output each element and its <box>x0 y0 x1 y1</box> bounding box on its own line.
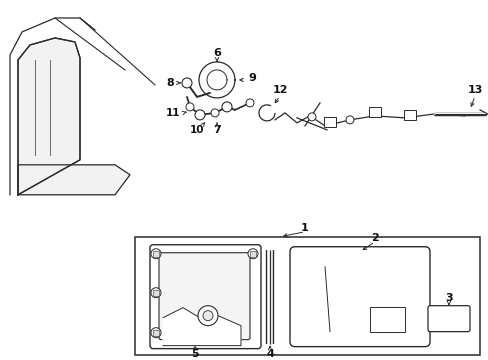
Text: 9: 9 <box>247 73 255 83</box>
Circle shape <box>151 249 161 259</box>
Circle shape <box>182 78 192 88</box>
Circle shape <box>307 113 315 121</box>
Bar <box>249 251 256 257</box>
Circle shape <box>185 103 194 111</box>
Text: 2: 2 <box>370 233 378 243</box>
Bar <box>153 330 159 336</box>
Circle shape <box>198 306 218 326</box>
Circle shape <box>203 311 213 321</box>
Text: 1: 1 <box>301 223 308 233</box>
Bar <box>369 307 404 332</box>
Polygon shape <box>18 38 80 195</box>
Circle shape <box>245 99 253 107</box>
Text: 10: 10 <box>189 125 204 135</box>
Text: 5: 5 <box>191 348 199 359</box>
Text: 12: 12 <box>272 85 287 95</box>
Text: 11: 11 <box>165 108 180 118</box>
FancyBboxPatch shape <box>289 247 429 347</box>
Bar <box>368 107 380 117</box>
FancyBboxPatch shape <box>159 253 249 339</box>
Text: 8: 8 <box>166 78 174 88</box>
Circle shape <box>210 109 219 117</box>
Circle shape <box>346 116 353 124</box>
Text: 3: 3 <box>444 293 452 303</box>
Bar <box>324 117 335 127</box>
Circle shape <box>151 328 161 338</box>
Polygon shape <box>18 165 130 195</box>
Text: 7: 7 <box>213 125 221 135</box>
FancyBboxPatch shape <box>427 306 469 332</box>
Circle shape <box>151 288 161 298</box>
Circle shape <box>195 110 204 120</box>
Bar <box>153 251 159 257</box>
Polygon shape <box>163 308 241 346</box>
Text: 13: 13 <box>467 85 482 95</box>
Text: 4: 4 <box>265 348 273 359</box>
Bar <box>429 308 467 330</box>
Bar <box>135 237 479 355</box>
FancyBboxPatch shape <box>150 245 261 348</box>
Bar <box>153 290 159 296</box>
Text: 6: 6 <box>213 48 221 58</box>
Bar <box>403 110 415 120</box>
Circle shape <box>247 249 258 259</box>
Circle shape <box>222 102 231 112</box>
